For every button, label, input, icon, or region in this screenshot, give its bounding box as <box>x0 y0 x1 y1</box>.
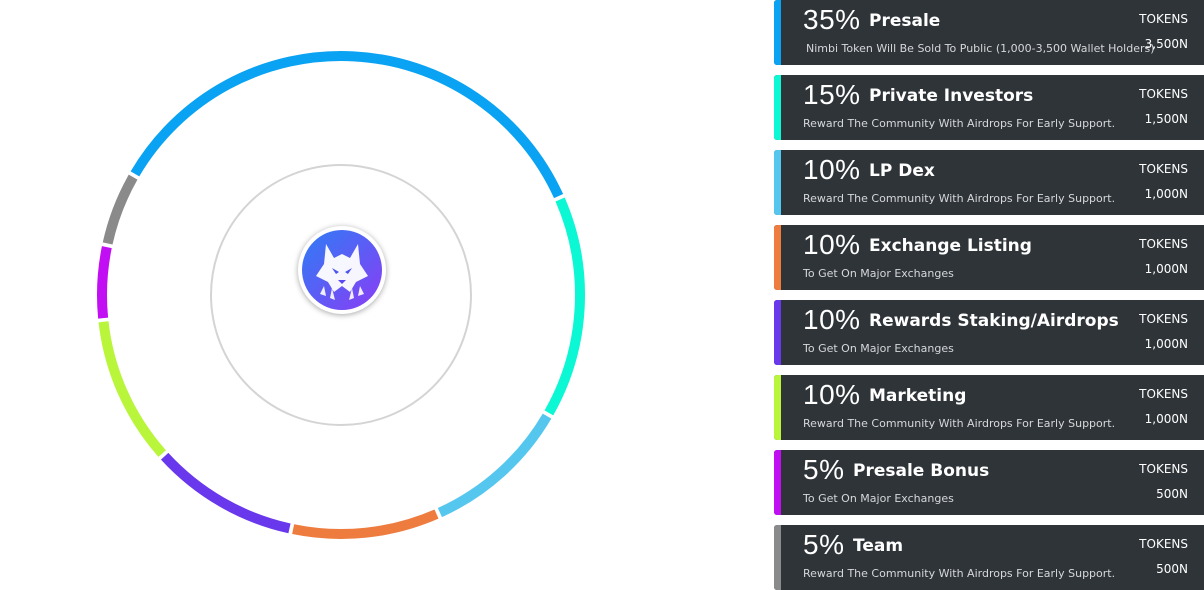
legend-tokens-amount: 1,000N <box>1144 187 1188 201</box>
legend-tokens-label: TOKENS <box>1139 537 1188 551</box>
legend-description: Nimbi Token Will Be Sold To Public (1,00… <box>806 42 1155 55</box>
legend-percent: 15% <box>803 79 861 110</box>
donut-slice-marketing <box>98 321 166 457</box>
legend-description: Reward The Community With Airdrops For E… <box>803 117 1116 130</box>
legend-percent: 10% <box>803 229 861 260</box>
legend-card-team: 5% Team Reward The Community With Airdro… <box>774 525 1204 590</box>
legend-title: Private Investors <box>869 86 1034 106</box>
legend-card-presale: 35% Presale Nimbi Token Will Be Sold To … <box>774 0 1204 65</box>
legend-tokens-label: TOKENS <box>1139 87 1188 101</box>
legend-card-presale-bonus: 5% Presale Bonus To Get On Major Exchang… <box>774 450 1204 515</box>
legend-card-private-investors: 15% Private Investors Reward The Communi… <box>774 75 1204 140</box>
legend-title: Marketing <box>869 386 967 406</box>
legend-tokens-amount: 3,500N <box>1144 37 1188 51</box>
donut-slice-presale <box>130 51 564 199</box>
legend-description: To Get On Major Exchanges <box>803 342 954 355</box>
legend-percent: 10% <box>803 304 861 335</box>
legend-title: Rewards Staking/Airdrops <box>869 311 1119 331</box>
legend-tokens-amount: 1,500N <box>1144 112 1188 126</box>
donut-slice-lp-dex <box>437 413 552 518</box>
legend-card-rewards-staking: 10% Rewards Staking/Airdrops To Get On M… <box>774 300 1204 365</box>
allocation-chart <box>97 51 585 539</box>
legend-title: LP Dex <box>869 161 935 181</box>
legend-color-bar <box>774 150 781 215</box>
legend-percent: 10% <box>803 154 861 185</box>
legend-color-bar <box>774 75 781 140</box>
inner-ring <box>210 164 472 426</box>
legend-tokens-amount: 1,000N <box>1144 262 1188 276</box>
donut-slice-exchange-listing <box>292 509 439 539</box>
legend-title: Exchange Listing <box>869 236 1032 256</box>
legend-tokens-label: TOKENS <box>1139 387 1188 401</box>
legend-percent: 5% <box>803 529 845 560</box>
legend-color-bar <box>774 525 781 590</box>
legend-color-bar <box>774 0 781 65</box>
legend-tokens-amount: 1,000N <box>1144 337 1188 351</box>
legend-card-marketing: 10% Marketing Reward The Community With … <box>774 375 1204 440</box>
legend-tokens-label: TOKENS <box>1139 237 1188 251</box>
legend-card-lp-dex: 10% LP Dex Reward The Community With Air… <box>774 150 1204 215</box>
legend-tokens-label: TOKENS <box>1139 312 1188 326</box>
legend-title: Team <box>853 536 904 556</box>
donut-slice-private-investors <box>544 197 585 416</box>
legend-tokens-label: TOKENS <box>1139 12 1188 26</box>
donut-slice-rewards-staking-airdrops <box>160 452 291 534</box>
legend-color-bar <box>774 225 781 290</box>
legend-tokens-label: TOKENS <box>1139 162 1188 176</box>
legend-card-exchange-listing: 10% Exchange Listing To Get On Major Exc… <box>774 225 1204 290</box>
legend-color-bar <box>774 375 781 440</box>
wolf-logo-icon <box>298 226 386 314</box>
legend-title: Presale Bonus <box>853 461 990 481</box>
legend-title: Presale <box>869 11 941 31</box>
legend-tokens-amount: 1,000N <box>1144 412 1188 426</box>
legend-description: To Get On Major Exchanges <box>803 492 954 505</box>
legend-percent: 5% <box>803 454 845 485</box>
legend-color-bar <box>774 300 781 365</box>
legend-description: Reward The Community With Airdrops For E… <box>803 192 1116 205</box>
donut-slice-team <box>102 174 138 245</box>
legend-tokens-label: TOKENS <box>1139 462 1188 476</box>
legend-tokens-amount: 500N <box>1156 487 1188 501</box>
allocation-legend: 35% Presale Nimbi Token Will Be Sold To … <box>774 0 1204 590</box>
legend-percent: 10% <box>803 379 861 410</box>
legend-description: Reward The Community With Airdrops For E… <box>803 417 1116 430</box>
donut-chart <box>97 51 585 539</box>
legend-tokens-amount: 500N <box>1156 562 1188 576</box>
legend-description: To Get On Major Exchanges <box>803 267 954 280</box>
legend-description: Reward The Community With Airdrops For E… <box>803 567 1116 580</box>
donut-slice-presale-bonus <box>97 246 112 319</box>
wolf-logo-icon-graphic <box>302 230 382 310</box>
legend-percent: 35% <box>803 4 861 35</box>
legend-color-bar <box>774 450 781 515</box>
